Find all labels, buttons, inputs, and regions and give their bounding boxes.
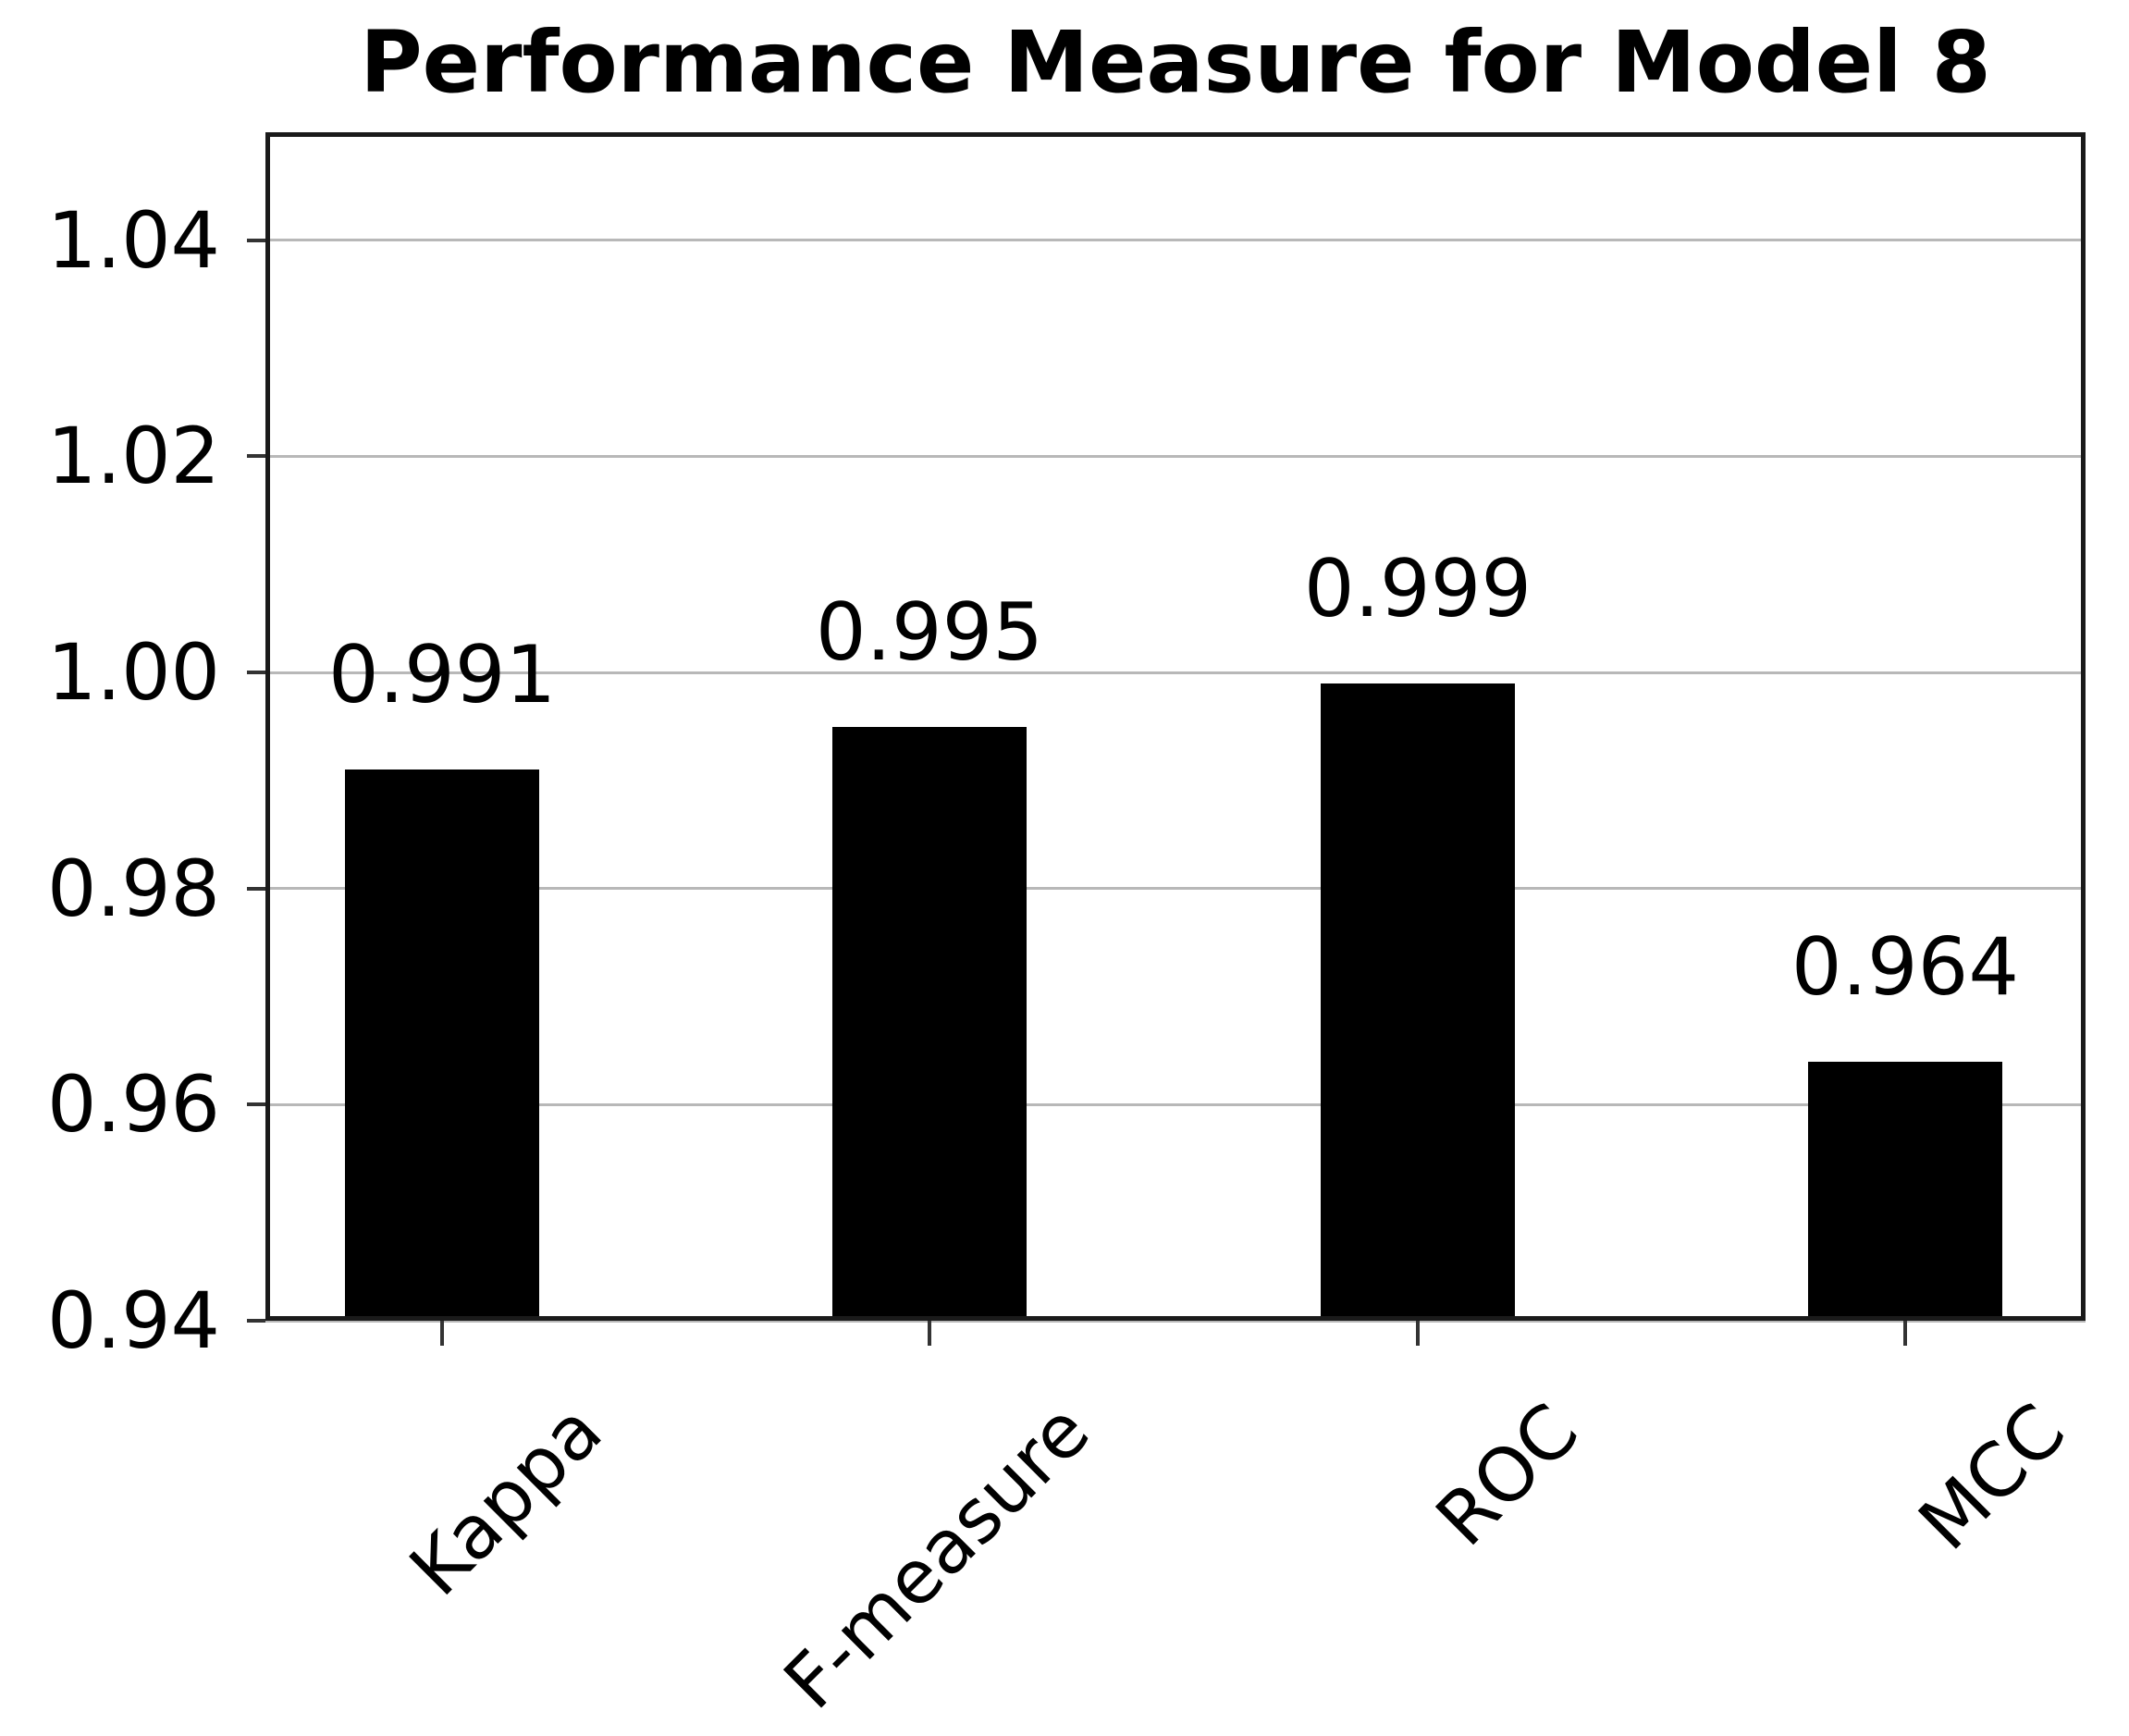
y-axis-tick — [247, 454, 265, 459]
bar-roc — [1320, 683, 1515, 1321]
x-axis-tick — [1415, 1321, 1420, 1346]
x-tick-label-text: MCC — [1902, 1387, 2082, 1567]
x-tick-label-text: F-measure — [768, 1387, 1106, 1726]
bar-value-label: 0.964 — [1791, 920, 2020, 1014]
y-tick-label: 1.04 — [46, 194, 220, 286]
y-tick-label: 0.94 — [46, 1275, 220, 1366]
bar-value-label: 0.995 — [815, 585, 1044, 679]
x-tick-label-text: ROC — [1419, 1387, 1594, 1563]
x-axis-tick — [1902, 1321, 1907, 1346]
bar-value-label: 0.991 — [327, 629, 557, 722]
gridline — [265, 671, 2086, 674]
y-axis-tick — [247, 238, 265, 242]
bar-f-measure — [831, 726, 1027, 1321]
gridline — [265, 454, 2086, 458]
bar-value-label: 0.999 — [1303, 542, 1532, 635]
y-axis-tick — [247, 671, 265, 675]
y-axis-tick — [247, 1319, 265, 1323]
y-axis-tick — [247, 1102, 265, 1107]
x-axis-tick — [927, 1321, 931, 1346]
chart-title: Performance Measure for Model 8 — [360, 13, 1991, 112]
gridline — [265, 1102, 2086, 1106]
y-tick-label: 1.00 — [46, 627, 220, 719]
y-tick-label: 1.02 — [46, 411, 220, 502]
gridline — [265, 887, 2086, 891]
y-tick-label: 0.98 — [46, 843, 220, 934]
x-axis-tick — [440, 1321, 445, 1346]
bar-mcc — [1807, 1061, 2002, 1321]
x-tick-label-text: Kappa — [393, 1387, 619, 1613]
bar-kappa — [345, 770, 540, 1321]
y-tick-label: 0.96 — [46, 1059, 220, 1151]
gridline — [265, 1319, 2086, 1323]
y-axis-tick — [247, 886, 265, 891]
gridline — [265, 239, 2086, 242]
